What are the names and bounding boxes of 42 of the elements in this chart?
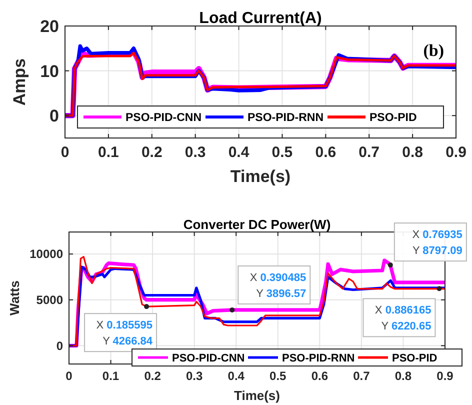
x-tick-label: 0.1 (102, 369, 120, 383)
x-tick-label: 0.3 (186, 369, 203, 383)
y-axis-title: Watts (7, 280, 22, 316)
y-tick-label: 20 (40, 16, 59, 36)
x-tick-label: 0.8 (402, 144, 423, 161)
y-tick-label: 10000 (30, 247, 64, 262)
annotation: X 0.76935 Y 8797.09 (412, 229, 462, 258)
annotation: X 0.185595 Y 4266.84 (96, 320, 154, 348)
x-tick-label: 0.5 (272, 144, 293, 161)
annotation: (b) (423, 41, 444, 60)
x-tick-label: 0.3 (184, 144, 206, 161)
x-tick-label: 0.6 (315, 144, 336, 161)
x-tick-label: 0.1 (98, 144, 119, 161)
x-tick-label: 0.6 (311, 369, 328, 383)
x-axis-title: Time(s) (230, 167, 291, 186)
x-tick-label: 0.5 (270, 369, 287, 383)
x-tick-label: 0.7 (353, 369, 370, 383)
x-tick-label: 0.9 (436, 369, 454, 383)
y-tick-label: 0 (56, 338, 64, 353)
x-tick-label: 0.4 (228, 144, 250, 161)
legend-label: PSO-PID (392, 352, 438, 364)
x-tick-label: 0 (66, 369, 73, 383)
x-tick-label: 0.8 (394, 369, 412, 383)
annotation: X 0.390485 Y 3896.57 (250, 272, 306, 300)
legend-label: PSO-PID (370, 112, 417, 124)
x-tick-label: 0.2 (144, 369, 162, 383)
chart-title: Load Current(A) (199, 10, 322, 27)
y-tick-label: 10 (40, 62, 59, 81)
y-tick-label: 5000 (36, 293, 64, 308)
legend-label: PSO-PID-CNN (126, 112, 202, 124)
x-tick-label: 0.7 (358, 144, 380, 161)
legend-label: PSO-PID-RNN (248, 112, 324, 124)
x-tick-label: 0.2 (141, 144, 162, 161)
x-axis-title: Time(s) (234, 388, 280, 403)
legend-label: PSO-PID-RNN (282, 352, 355, 364)
legend-label: PSO-PID-CNN (172, 352, 245, 364)
annotation: X 0.886165 Y 6220.65 (374, 304, 432, 333)
y-axis-title: Amps (10, 58, 29, 106)
x-tick-label: 0.4 (228, 369, 245, 383)
chart-title: Converter DC Power(W) (183, 217, 331, 232)
y-tick-label: 0 (50, 106, 59, 126)
x-tick-label: 0.9 (446, 144, 466, 161)
